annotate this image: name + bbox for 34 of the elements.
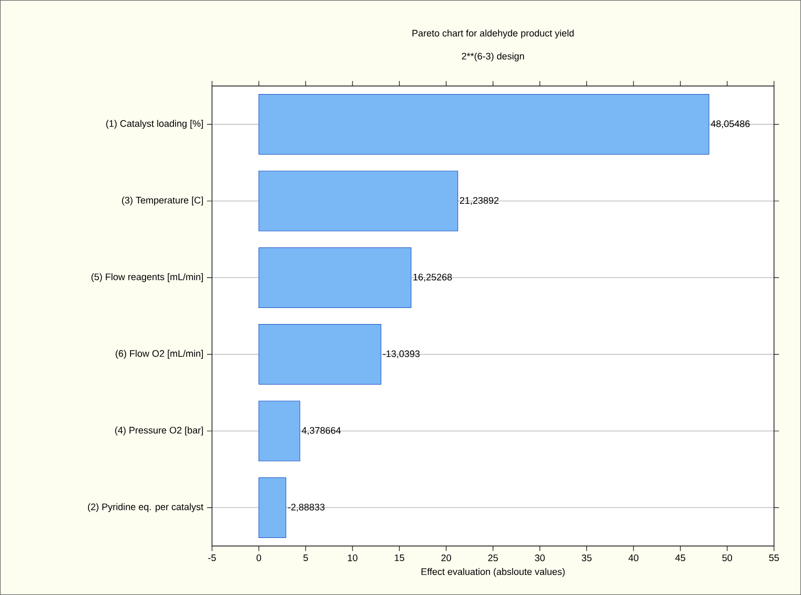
y-tick-label: (3) Temperature [C] bbox=[122, 196, 203, 206]
data-label: -2,88833 bbox=[288, 504, 325, 512]
y-tick-label: (5) Flow reagents [mL/min] bbox=[92, 273, 203, 282]
x-tick-label: 10 bbox=[348, 554, 358, 562]
x-tick-label: 15 bbox=[394, 554, 404, 562]
x-tick-label: 40 bbox=[628, 554, 638, 562]
x-tick-label: -5 bbox=[208, 554, 216, 562]
x-tick-label: 45 bbox=[675, 554, 686, 562]
x-tick-label: 50 bbox=[722, 554, 732, 562]
data-label: 48,05486 bbox=[710, 120, 750, 128]
x-tick-label: 20 bbox=[441, 554, 452, 562]
data-label: 16,25268 bbox=[413, 274, 452, 282]
bar bbox=[258, 477, 286, 538]
y-tick-label: (2) Pyridine eq. per catalyst bbox=[88, 503, 204, 512]
chart-title: Pareto chart for aldehyde product yield bbox=[412, 30, 574, 38]
x-axis-title: Effect evaluation (absloute values) bbox=[422, 568, 565, 577]
bar bbox=[258, 400, 300, 462]
data-label: -13,0393 bbox=[383, 350, 420, 358]
data-label: 21,23892 bbox=[460, 197, 498, 205]
x-tick-label: 5 bbox=[303, 554, 308, 562]
bar bbox=[258, 247, 412, 308]
x-tick-label: 0 bbox=[256, 554, 262, 562]
chart-subtitle: 2**(6-3) design bbox=[462, 52, 524, 62]
data-label: 4,378664 bbox=[302, 427, 341, 435]
x-tick-label: 55 bbox=[769, 554, 779, 562]
y-tick-label: (1) Catalyst loading [%] bbox=[106, 120, 203, 129]
bar bbox=[258, 170, 458, 232]
y-tick-label: (4) Pressure O2 [bar] bbox=[115, 426, 203, 436]
x-tick-label: 35 bbox=[582, 554, 592, 562]
x-tick-label: 30 bbox=[534, 554, 545, 562]
y-tick-label: (6) Flow O2 [mL/min] bbox=[116, 350, 203, 359]
x-tick-label: 25 bbox=[488, 554, 498, 562]
bar bbox=[258, 94, 710, 155]
bar bbox=[258, 324, 382, 385]
